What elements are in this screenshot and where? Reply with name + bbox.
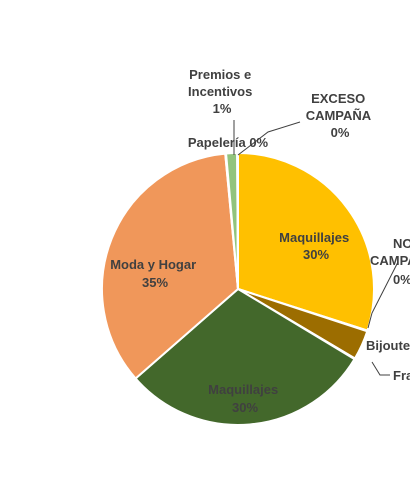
label-maquillajes-1-name: Maquillajes — [279, 230, 349, 245]
leader-no-campana — [367, 261, 399, 329]
label-papeleria: Papelería 0% — [188, 135, 269, 150]
label-moda-hogar-name: Moda y Hogar — [110, 257, 196, 272]
label-premios-line1: Premios e — [189, 67, 251, 82]
leader-lines — [233, 120, 399, 376]
label-moda-hogar: Moda y Hogar 35% — [110, 257, 200, 290]
label-premios: Premios e Incentivos 1% — [188, 67, 256, 116]
slice-moda-y-hogar-5 — [101, 152, 239, 380]
label-moda-hogar-pct: 35% — [142, 275, 168, 290]
label-no-campana-line1: NO — [393, 236, 410, 251]
label-no-campana-line2: CAMPAÑA — [370, 253, 410, 268]
label-maquillajes-1: Maquillajes 30% — [279, 230, 353, 262]
label-maquillajes-2-pct: 30% — [232, 400, 258, 415]
slice-exceso-campana-8 — [236, 151, 239, 290]
label-no-campana: NO CAMPAÑA 0% — [370, 236, 410, 287]
label-exceso-line1: EXCESO — [311, 91, 365, 106]
label-maquillajes-2-name: Maquillajes — [208, 382, 278, 397]
leader-exceso — [237, 121, 301, 156]
leader-fragancias — [371, 361, 390, 376]
label-fragancias: Fra — [393, 368, 410, 383]
label-maquillajes-1-pct: 30% — [303, 247, 329, 262]
label-premios-line2: Incentivos — [188, 84, 252, 99]
label-maquillajes-2: Maquillajes 30% — [208, 382, 282, 415]
pie-slices — [101, 151, 375, 426]
slice-maquillajes-0 — [237, 152, 375, 332]
label-exceso-pct: 0% — [331, 125, 350, 140]
label-premios-pct: 1% — [213, 101, 232, 116]
label-bijouterie: Bijoute — [366, 338, 410, 353]
label-exceso-line2: CAMPAÑA — [306, 108, 372, 123]
label-exceso: EXCESO CAMPAÑA 0% — [306, 91, 375, 140]
label-no-campana-pct: 0% — [393, 272, 410, 287]
slice-maquillajes-4 — [134, 288, 356, 426]
